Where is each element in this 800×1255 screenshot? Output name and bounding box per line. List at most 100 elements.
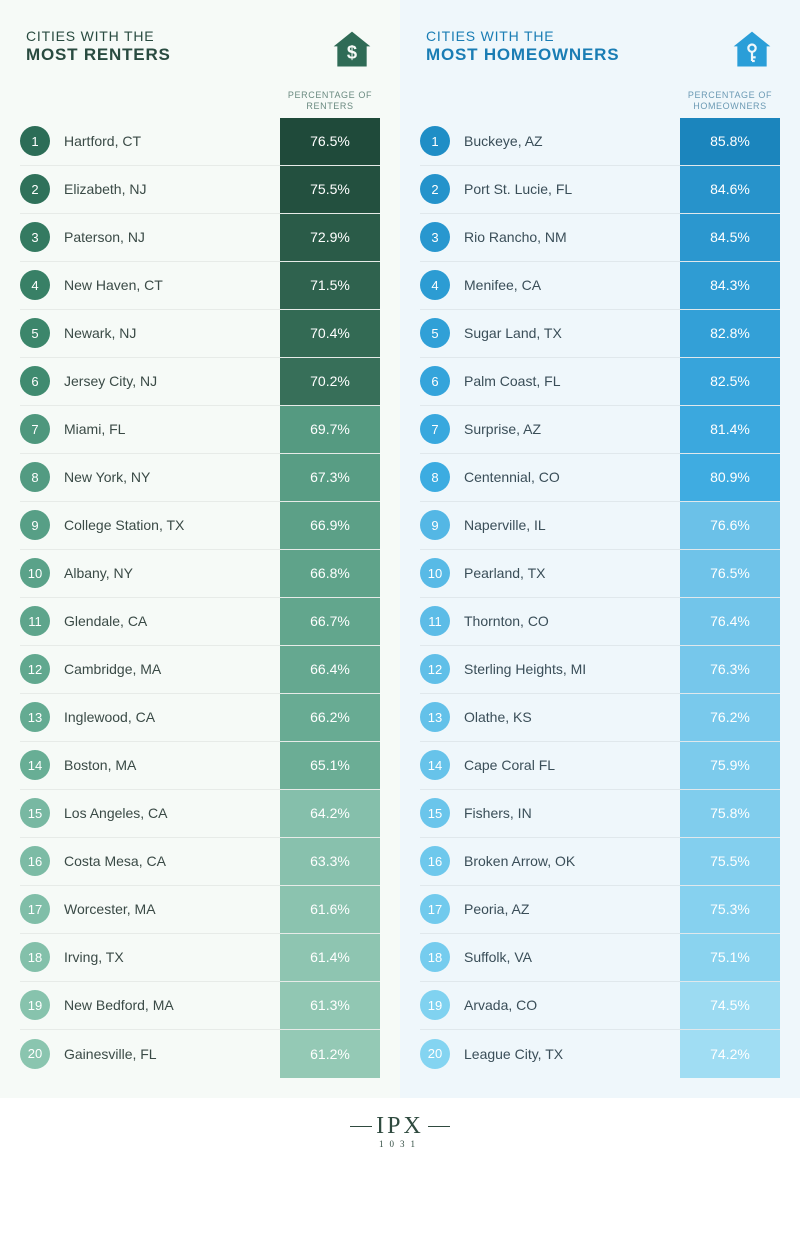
table-row: 19 New Bedford, MA61.3% (20, 982, 380, 1030)
city-name: Pearland, TX (464, 565, 680, 581)
rank-badge: 13 (420, 702, 450, 732)
homeowners-title: CITIES WITH THE MOST HOMEOWNERS (426, 28, 619, 65)
table-row: 6Jersey City, NJ70.2% (20, 358, 380, 406)
city-name: Worcester, MA (64, 901, 280, 917)
rank-badge: 15 (420, 798, 450, 828)
table-row: 13Inglewood, CA66.2% (20, 694, 380, 742)
table-row: 9Naperville, IL76.6% (420, 502, 780, 550)
table-row: 9College Station, TX66.9% (20, 502, 380, 550)
table-row: 3Paterson, NJ72.9% (20, 214, 380, 262)
rank-badge: 19 (20, 990, 50, 1020)
renters-title: CITIES WITH THE MOST RENTERS (26, 28, 171, 65)
city-name: Inglewood, CA (64, 709, 280, 725)
table-row: 6Palm Coast, FL82.5% (420, 358, 780, 406)
percentage-cell: 66.9% (280, 502, 380, 549)
rank-badge: 1 (420, 126, 450, 156)
city-name: Rio Rancho, NM (464, 229, 680, 245)
footer: IPX 1031 (0, 1098, 800, 1173)
logo-sub: 1031 (0, 1139, 800, 1149)
table-row: 16 Costa Mesa, CA63.3% (20, 838, 380, 886)
table-row: 12Cambridge, MA66.4% (20, 646, 380, 694)
city-name: Jersey City, NJ (64, 373, 280, 389)
table-row: 11Glendale, CA66.7% (20, 598, 380, 646)
city-name: Los Angeles, CA (64, 805, 280, 821)
table-row: 16 Broken Arrow, OK75.5% (420, 838, 780, 886)
city-name: Olathe, KS (464, 709, 680, 725)
table-row: 17 Worcester, MA61.6% (20, 886, 380, 934)
homeowners-col-header: PERCENTAGE OF HOMEOWNERS (680, 90, 780, 112)
renters-col-header: PERCENTAGE OF RENTERS (280, 90, 380, 112)
table-row: 14Cape Coral FL75.9% (420, 742, 780, 790)
table-row: 2Port St. Lucie, FL84.6% (420, 166, 780, 214)
rank-badge: 6 (20, 366, 50, 396)
table-row: 10 Pearland, TX76.5% (420, 550, 780, 598)
rank-badge: 18 (420, 942, 450, 972)
city-name: Surprise, AZ (464, 421, 680, 437)
city-name: Peoria, AZ (464, 901, 680, 917)
percentage-cell: 85.8% (680, 118, 780, 165)
percentage-cell: 76.4% (680, 598, 780, 645)
percentage-cell: 75.8% (680, 790, 780, 837)
percentage-cell: 75.9% (680, 742, 780, 789)
city-name: Broken Arrow, OK (464, 853, 680, 869)
rank-badge: 10 (420, 558, 450, 588)
percentage-cell: 65.1% (280, 742, 380, 789)
rank-badge: 19 (420, 990, 450, 1020)
percentage-cell: 61.6% (280, 886, 380, 933)
percentage-cell: 82.5% (680, 358, 780, 405)
percentage-cell: 71.5% (280, 262, 380, 309)
city-name: Irving, TX (64, 949, 280, 965)
table-row: 4New Haven, CT71.5% (20, 262, 380, 310)
percentage-cell: 76.5% (280, 118, 380, 165)
table-row: 19Arvada, CO74.5% (420, 982, 780, 1030)
rank-badge: 12 (20, 654, 50, 684)
table-row: 18Irving, TX61.4% (20, 934, 380, 982)
table-row: 7Miami, FL69.7% (20, 406, 380, 454)
percentage-cell: 63.3% (280, 838, 380, 885)
homeowners-rows: 1 Buckeye, AZ85.8%2Port St. Lucie, FL84.6… (420, 118, 780, 1078)
percentage-cell: 61.3% (280, 982, 380, 1029)
homeowners-panel: CITIES WITH THE MOST HOMEOWNERS PERCENTA… (400, 0, 800, 1098)
homeowners-title-line1: CITIES WITH THE (426, 28, 619, 45)
city-name: Thornton, CO (464, 613, 680, 629)
rank-badge: 15 (20, 798, 50, 828)
city-name: Elizabeth, NJ (64, 181, 280, 197)
percentage-cell: 76.6% (680, 502, 780, 549)
percentage-cell: 75.3% (680, 886, 780, 933)
homeowners-title-line2: MOST HOMEOWNERS (426, 45, 619, 65)
percentage-cell: 66.8% (280, 550, 380, 597)
percentage-cell: 67.3% (280, 454, 380, 501)
rank-badge: 3 (20, 222, 50, 252)
rank-badge: 20 (20, 1039, 50, 1069)
table-row: 10Albany, NY66.8% (20, 550, 380, 598)
table-row: 13Olathe, KS76.2% (420, 694, 780, 742)
percentage-cell: 75.1% (680, 934, 780, 981)
city-name: Gainesville, FL (64, 1046, 280, 1062)
rank-badge: 16 (420, 846, 450, 876)
percentage-cell: 76.5% (680, 550, 780, 597)
city-name: Sterling Heights, MI (464, 661, 680, 677)
table-row: 15Fishers, IN75.8% (420, 790, 780, 838)
city-name: Boston, MA (64, 757, 280, 773)
rank-badge: 4 (20, 270, 50, 300)
rank-badge: 13 (20, 702, 50, 732)
percentage-cell: 75.5% (680, 838, 780, 885)
table-row: 8Centennial, CO80.9% (420, 454, 780, 502)
logo-main: IPX (0, 1114, 800, 1138)
rank-badge: 14 (20, 750, 50, 780)
rank-badge: 16 (20, 846, 50, 876)
percentage-cell: 81.4% (680, 406, 780, 453)
city-name: Newark, NJ (64, 325, 280, 341)
rank-badge: 17 (420, 894, 450, 924)
percentage-cell: 61.2% (280, 1030, 380, 1078)
city-name: Buckeye, AZ (464, 133, 680, 149)
city-name: Hartford, CT (64, 133, 280, 149)
percentage-cell: 64.2% (280, 790, 380, 837)
rank-badge: 8 (20, 462, 50, 492)
city-name: Costa Mesa, CA (64, 853, 280, 869)
rank-badge: 17 (20, 894, 50, 924)
house-key-icon (730, 28, 774, 72)
table-row: 17 Peoria, AZ75.3% (420, 886, 780, 934)
city-name: New York, NY (64, 469, 280, 485)
city-name: New Bedford, MA (64, 997, 280, 1013)
